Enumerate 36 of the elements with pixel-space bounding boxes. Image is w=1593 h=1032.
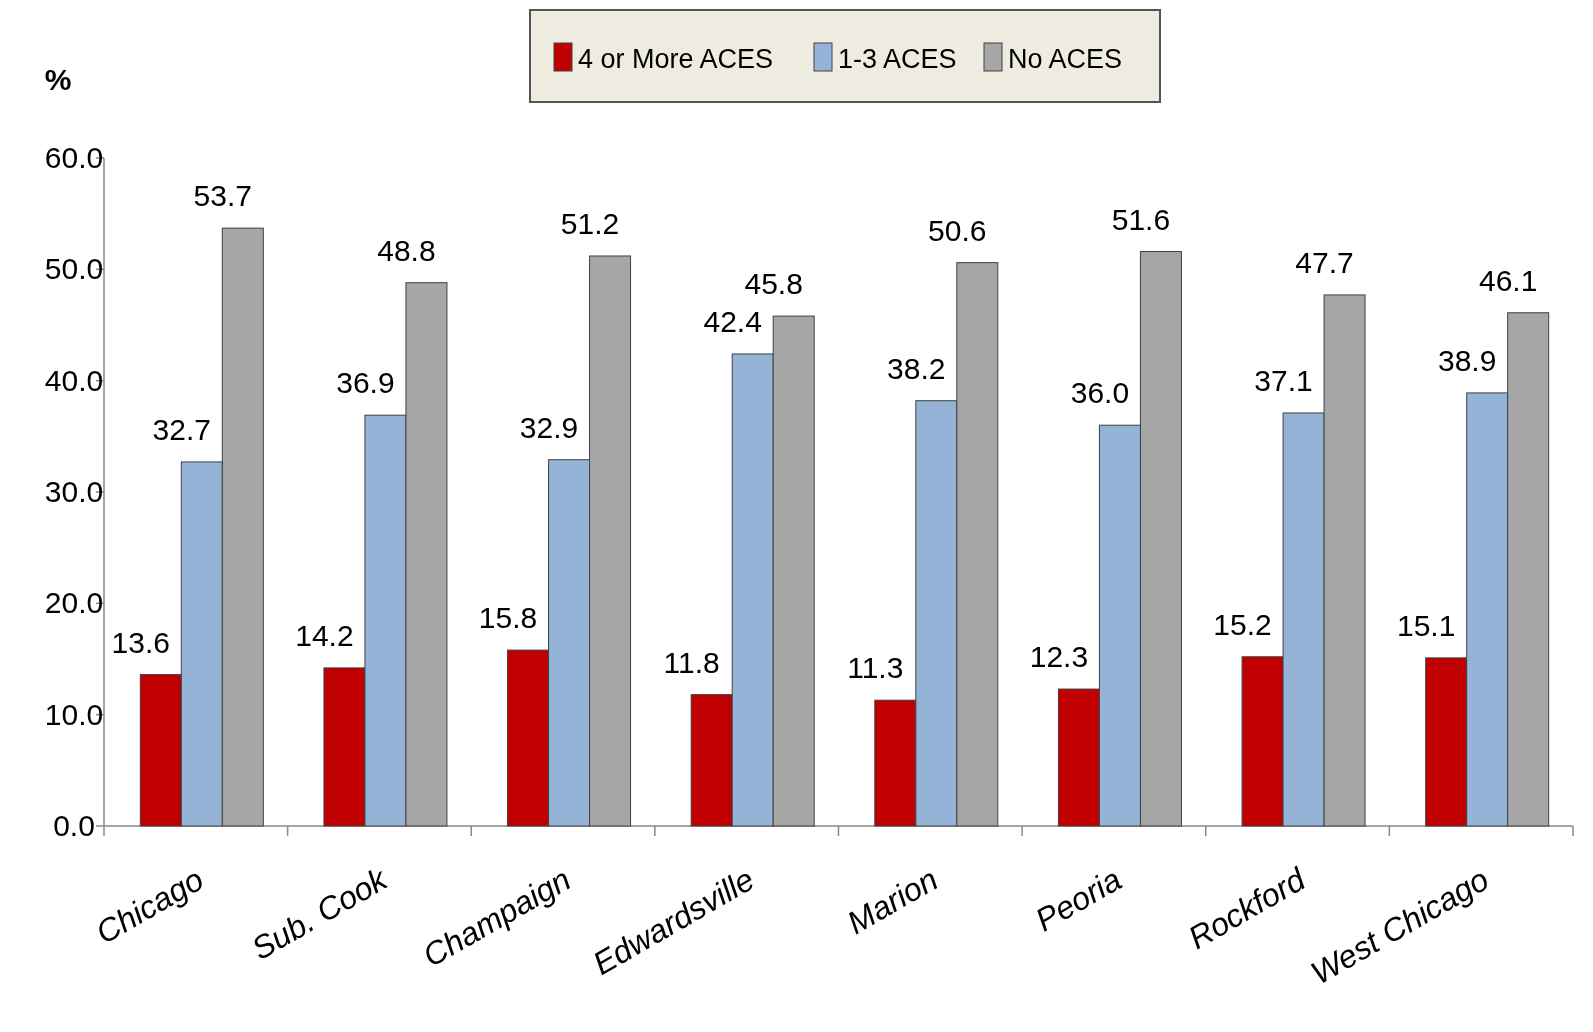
data-label: 47.7 [1295,245,1354,279]
x-tick-label: Sub. Cook [245,859,395,967]
y-tick-label: 0.0 [53,809,95,842]
y-tick-label: 10.0 [44,697,104,731]
y-tick-label: 30.0 [44,475,104,508]
y-tick-label: 20.0 [44,586,104,620]
legend-label: 4 or More ACES [578,44,774,74]
data-label: 32.7 [152,412,212,446]
data-label: 36.9 [336,366,395,400]
data-label: 14.2 [295,618,354,652]
data-label: 42.4 [703,304,762,338]
legend-label: 1-3 ACES [838,44,957,74]
data-label: 15.8 [478,601,538,635]
data-label: 11.8 [663,645,720,679]
data-label: 15.1 [1396,608,1456,642]
data-label: 50.6 [928,213,987,247]
data-label: 11.3 [847,651,904,685]
data-label: 51.2 [560,206,620,240]
y-tick-label: 40.0 [44,363,104,397]
legend-label: No ACES [1008,44,1123,74]
data-label: 13.6 [111,625,171,659]
data-label: 12.3 [1029,640,1089,674]
data-label: 51.6 [1111,202,1171,236]
data-label: 46.1 [1478,263,1538,297]
data-label: 36.0 [1070,376,1130,410]
data-label: 32.9 [519,410,579,444]
y-axis-title: % [44,63,72,96]
y-tick-label: 60.0 [44,141,104,174]
data-label: 38.2 [887,351,946,385]
data-label: 48.8 [377,233,436,267]
data-label: 53.7 [193,179,253,213]
data-label: 15.2 [1213,607,1272,641]
data-label: 38.9 [1437,343,1497,377]
y-tick-label: 50.0 [44,252,104,286]
data-label: 45.8 [744,267,803,301]
data-label: 37.1 [1254,363,1313,397]
